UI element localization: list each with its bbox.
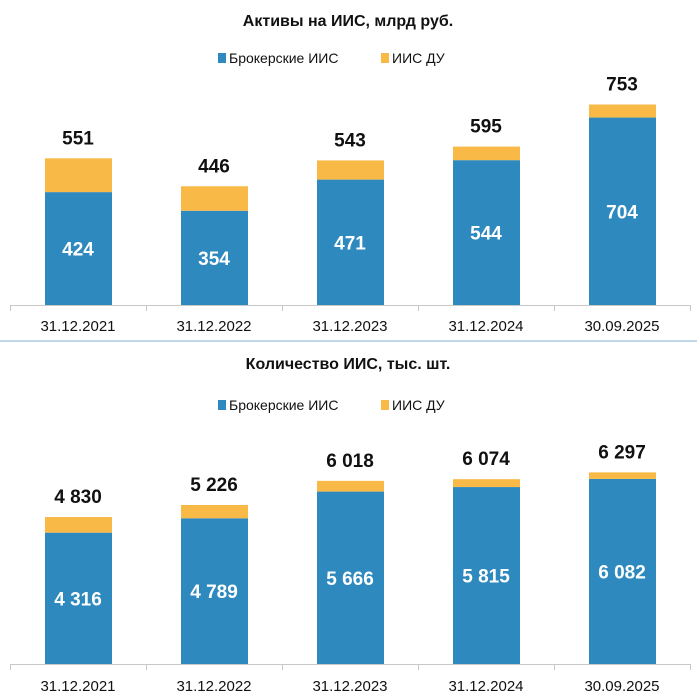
bar-brokerage: [453, 160, 520, 305]
chart-title: Количество ИИС, тыс. шт.: [246, 356, 451, 373]
bar-brokerage: [181, 518, 248, 664]
x-tick-label: 31.12.2023: [312, 678, 387, 695]
bar-du: [45, 158, 112, 193]
data-label-total: 5 226: [190, 475, 238, 496]
data-label-total: 6 297: [598, 442, 646, 463]
data-label-brokerage: 704: [606, 202, 638, 223]
data-label-total: 551: [62, 128, 94, 149]
bar-du: [589, 472, 656, 479]
bar-brokerage: [181, 210, 248, 305]
data-label-brokerage: 4 789: [190, 582, 238, 603]
bar-brokerage: [45, 192, 112, 305]
x-tick-label: 31.12.2021: [40, 318, 115, 335]
x-tick-label: 31.12.2022: [176, 678, 251, 695]
legend-label-du: ИИС ДУ: [392, 50, 445, 66]
x-tick-label: 30.09.2025: [584, 318, 659, 335]
bar-du: [317, 480, 384, 492]
bar-du: [181, 504, 248, 519]
bar-brokerage: [453, 487, 520, 664]
data-label-total: 6 074: [462, 449, 510, 470]
data-label-brokerage: 5 666: [326, 569, 374, 590]
legend-swatch-du: [381, 53, 389, 63]
data-label-brokerage: 424: [62, 240, 94, 261]
bar-du: [45, 517, 112, 533]
bar-brokerage: [317, 179, 384, 305]
x-tick-label: 31.12.2022: [176, 318, 251, 335]
data-label-total: 595: [470, 117, 502, 138]
data-label-total: 6 018: [326, 451, 374, 472]
bar-brokerage: [45, 532, 112, 664]
legend-label-brokerage: Брокерские ИИС: [229, 397, 338, 413]
x-tick-label: 30.09.2025: [584, 678, 659, 695]
bar-du: [181, 186, 248, 211]
legend-swatch-brokerage: [218, 400, 226, 410]
data-label-brokerage: 471: [334, 233, 366, 254]
legend-label-brokerage: Брокерские ИИС: [229, 50, 338, 66]
data-label-total: 753: [606, 75, 638, 96]
legend-swatch-brokerage: [218, 53, 226, 63]
x-tick-label: 31.12.2024: [448, 678, 523, 695]
bar-du: [317, 160, 384, 180]
x-tick-label: 31.12.2024: [448, 318, 523, 335]
data-label-brokerage: 544: [470, 224, 502, 245]
legend-swatch-du: [381, 400, 389, 410]
data-label-total: 543: [334, 130, 366, 151]
bar-du: [453, 146, 520, 161]
bar-brokerage: [589, 117, 656, 305]
legend-label-du: ИИС ДУ: [392, 397, 445, 413]
chart-title: Активы на ИИС, млрд руб.: [243, 13, 453, 30]
data-label-brokerage: 354: [198, 249, 230, 270]
data-label-total: 4 830: [54, 487, 102, 508]
bar-brokerage: [317, 491, 384, 664]
x-tick-label: 31.12.2021: [40, 678, 115, 695]
x-tick-label: 31.12.2023: [312, 318, 387, 335]
bar-du: [453, 479, 520, 488]
data-label-total: 446: [198, 156, 230, 177]
bar-du: [589, 104, 656, 118]
data-label-brokerage: 6 082: [598, 562, 646, 583]
data-label-brokerage: 4 316: [54, 589, 102, 610]
data-label-brokerage: 5 815: [462, 567, 510, 588]
bar-brokerage: [589, 478, 656, 664]
